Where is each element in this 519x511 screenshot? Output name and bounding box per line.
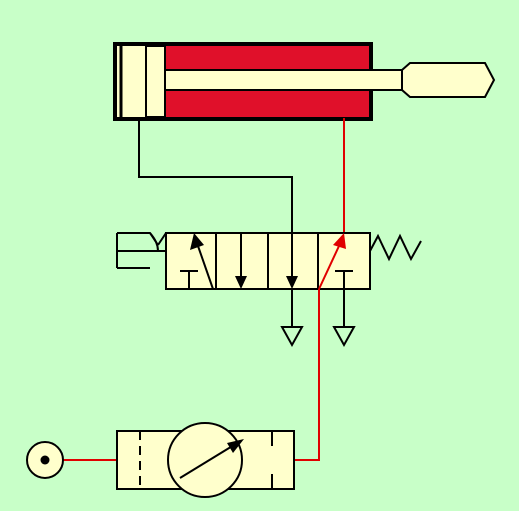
supply-line (63, 289, 320, 461)
valve-left-flow-paths (180, 233, 247, 290)
double-acting-cylinder[interactable] (113, 42, 496, 121)
push-button-actuator[interactable] (116, 232, 167, 269)
pressure-source-icon (26, 441, 64, 479)
cylinder-piston (145, 45, 166, 118)
spring-return (369, 233, 422, 262)
exhaust-port-1 (280, 289, 304, 348)
exhaust-port-2 (332, 289, 356, 348)
directional-valve[interactable] (116, 232, 422, 290)
filter-regulator-unit[interactable] (116, 422, 295, 498)
cap-end-line (138, 118, 293, 232)
valve-right-flow-paths (286, 233, 353, 290)
cylinder-rod-end-tool (401, 62, 496, 98)
pressure-gauge-icon (167, 422, 244, 498)
cylinder-piston-rod (164, 69, 404, 91)
